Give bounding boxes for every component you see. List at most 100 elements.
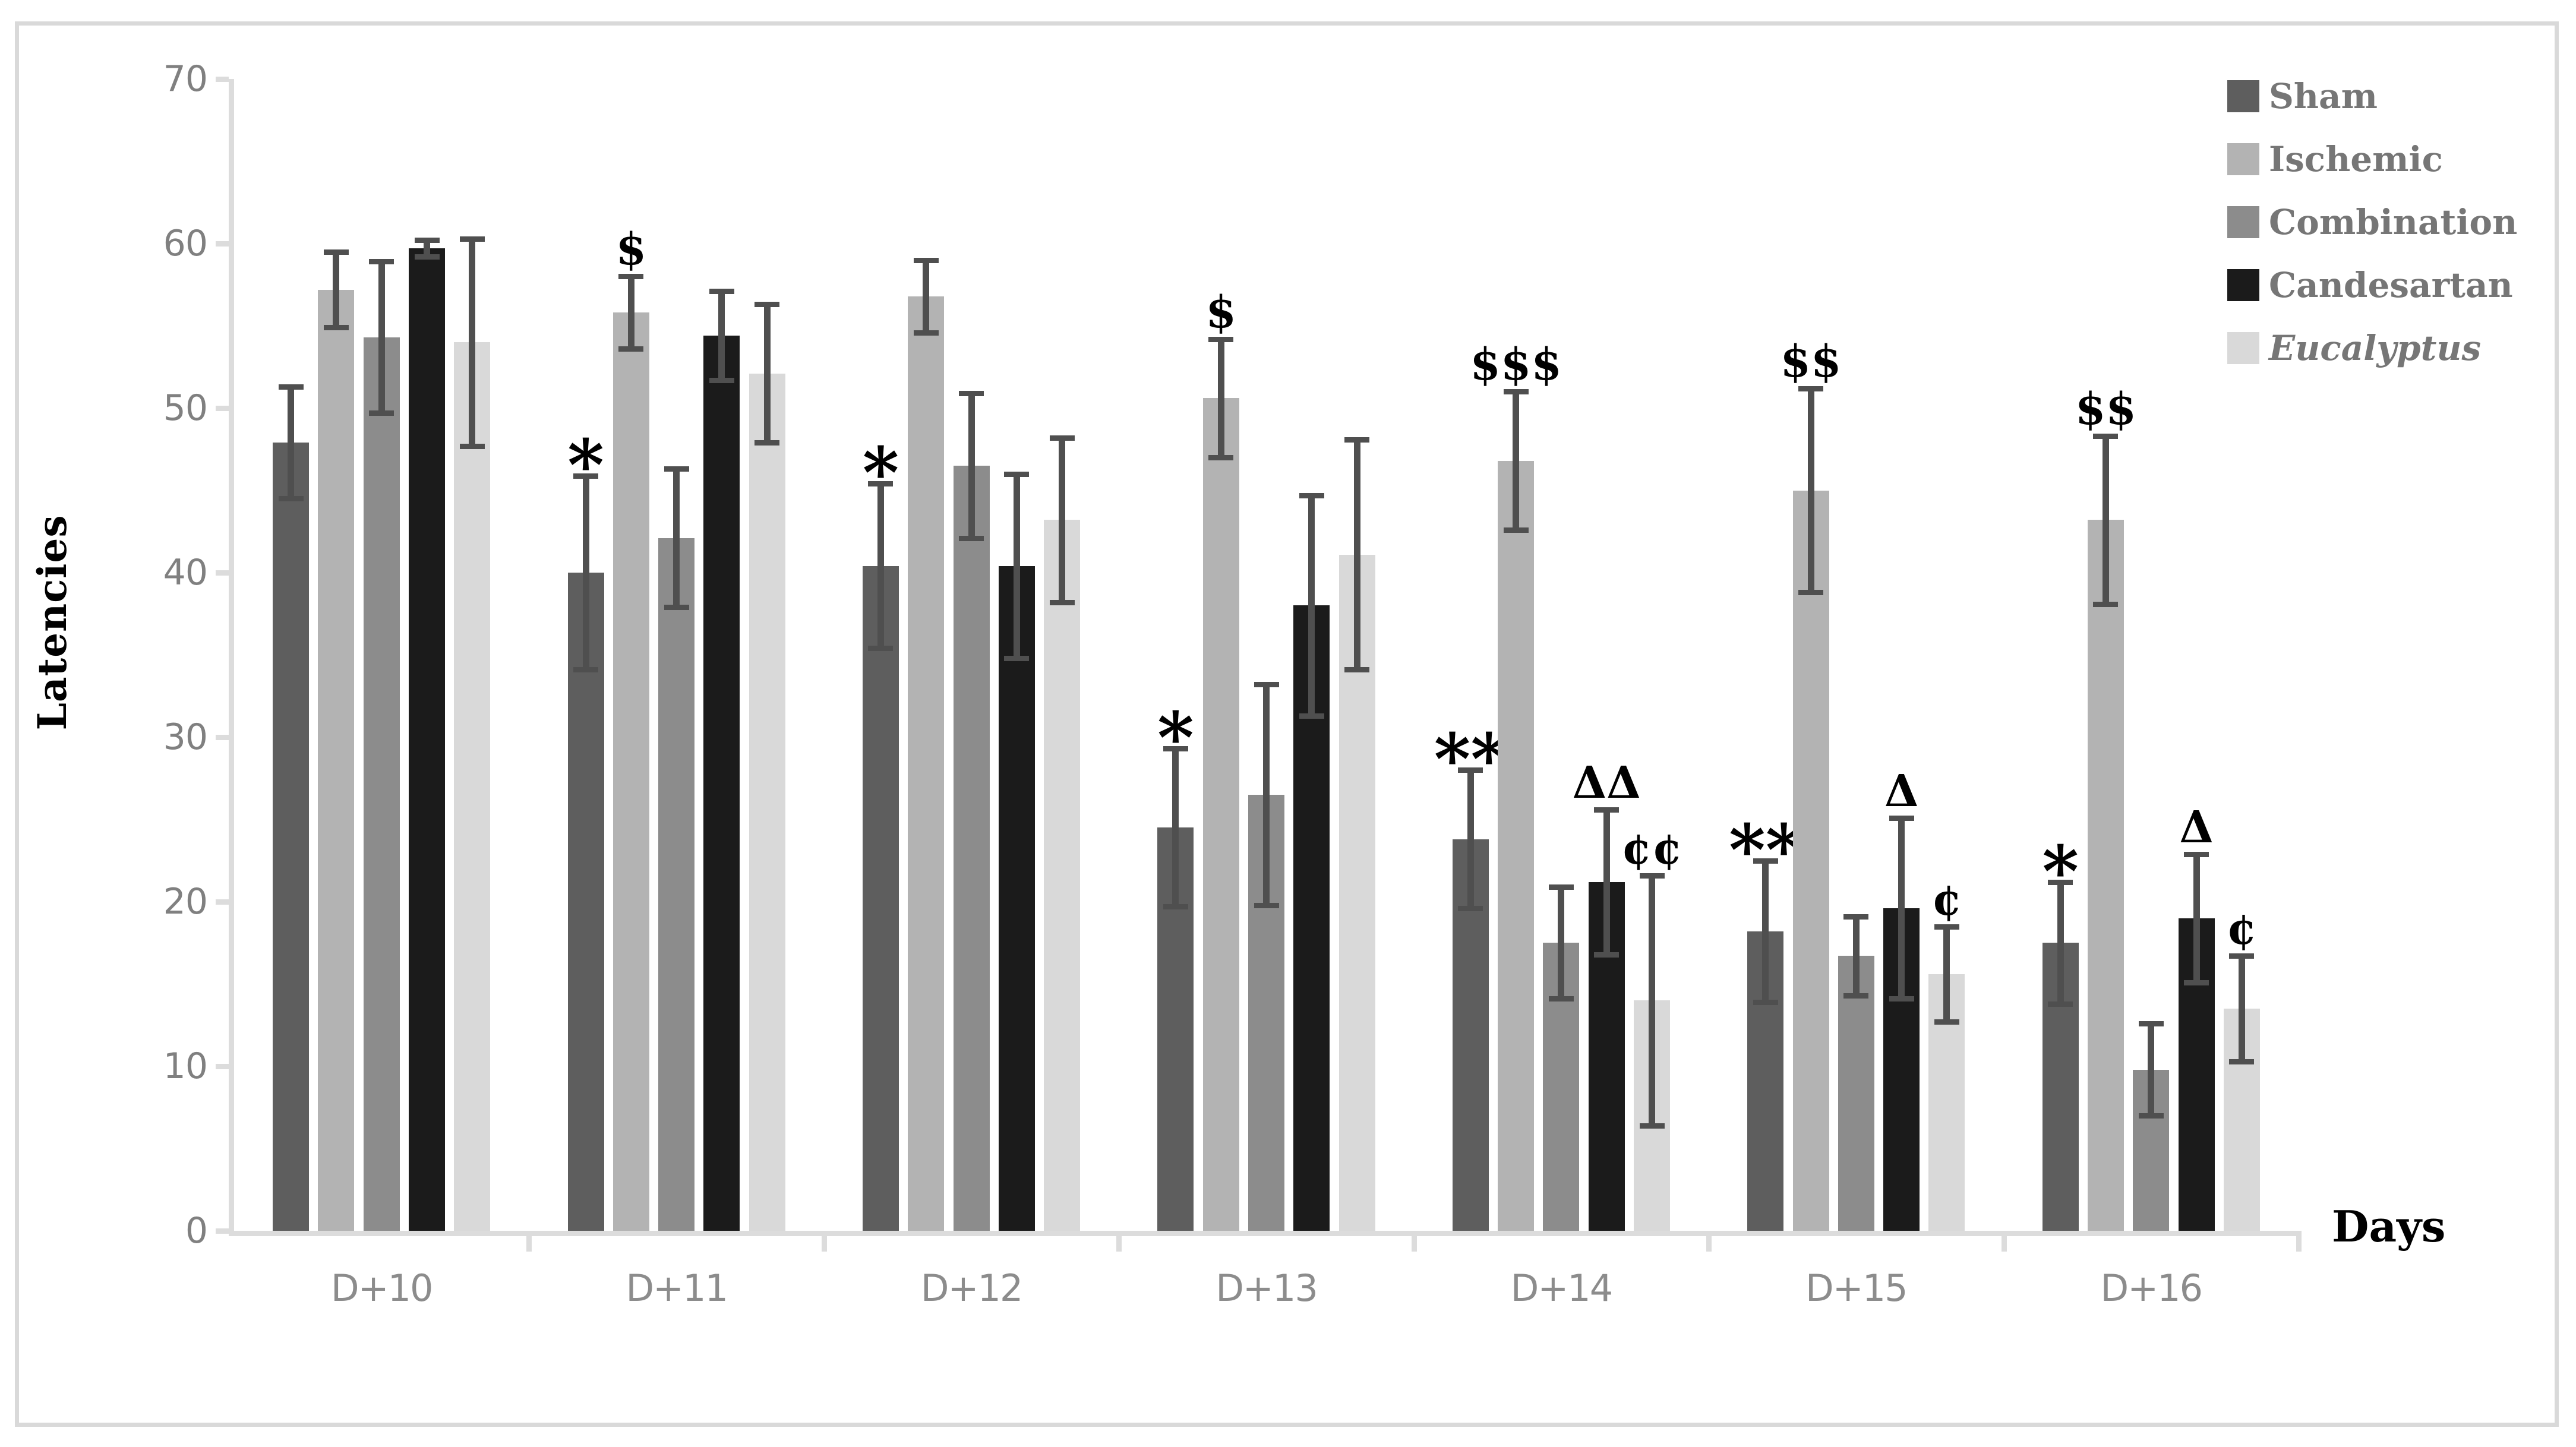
error-bar-cap-top [323, 249, 349, 255]
y-axis-tick-label: 70 [163, 58, 208, 100]
error-bar [2102, 436, 2109, 604]
significance-annotation: ¢ [2226, 903, 2258, 955]
legend-swatch-eucalyptus [2227, 332, 2259, 364]
y-axis-tick [216, 899, 229, 905]
bar-combination-D+10 [363, 337, 400, 1231]
y-axis-tick [216, 1064, 229, 1069]
significance-annotation: $$ [1780, 336, 1842, 387]
error-bar-cap-bottom [709, 377, 734, 383]
error-bar-cap-top [1753, 858, 1778, 864]
x-axis-tick [2001, 1231, 2007, 1252]
bar-ischemic-D+13 [1202, 398, 1239, 1231]
y-axis-tick-label: 50 [163, 387, 208, 429]
error-bar [1059, 437, 1066, 602]
error-bar-cap-top [1299, 492, 1324, 498]
x-axis-category-label: D+13 [1216, 1266, 1318, 1310]
error-bar [2193, 854, 2200, 982]
bar-candesartan-D+10 [409, 248, 445, 1231]
error-bar-cap-top [2229, 953, 2255, 959]
error-bar-cap-bottom [1798, 590, 1824, 596]
legend-item-sham: Sham [2227, 65, 2378, 128]
legend-swatch-combination [2227, 206, 2259, 238]
error-bar [378, 261, 385, 413]
error-bar-cap-bottom [1753, 999, 1778, 1005]
significance-annotation: $ [615, 224, 647, 276]
y-axis-tick [216, 735, 229, 740]
y-axis-tick-label: 20 [163, 881, 208, 922]
significance-annotation: ** [1729, 808, 1802, 892]
error-bar-cap-top [1594, 807, 1620, 813]
error-bar [2148, 1023, 2155, 1116]
error-bar-cap-bottom [664, 605, 689, 611]
x-axis-tick [1706, 1231, 1712, 1252]
legend-label-sham: Sham [2269, 76, 2378, 116]
error-bar [1898, 817, 1905, 999]
error-bar [673, 469, 680, 608]
error-bar-cap-top [755, 302, 780, 308]
error-bar-cap-bottom [323, 325, 349, 331]
legend-item-eucalyptus: Eucalyptus [2227, 317, 2481, 380]
significance-annotation: $$ [2075, 384, 2136, 435]
bar-candesartan-D+11 [703, 336, 740, 1231]
x-axis-tick [1116, 1231, 1122, 1252]
plot-area: 0 10 20 30 40 50 60 70 D+10 D+11 D+12 D+13 D+14 D+15 D… [163, 58, 2302, 1309]
error-bar-cap-top [1344, 437, 1370, 443]
significance-annotation: Δ [1884, 765, 1919, 817]
error-bar [1467, 770, 1474, 909]
error-bar-cap-top [1889, 815, 1914, 821]
significance-annotation: * [2042, 830, 2079, 913]
error-bar [718, 291, 725, 380]
error-bar [1172, 748, 1179, 907]
error-bar-cap-bottom [459, 443, 485, 449]
x-axis-category-label: D+12 [920, 1266, 1024, 1310]
error-bar-cap-bottom [1163, 904, 1188, 910]
error-bar [877, 484, 884, 649]
bar-combination-D+11 [658, 538, 695, 1231]
bar-ischemic-D+10 [318, 289, 355, 1231]
x-axis-tick [2296, 1231, 2302, 1252]
error-bar-cap-top [1458, 767, 1483, 773]
legend-label-candesartan: Candesartan [2269, 265, 2513, 305]
y-axis-tick [216, 77, 229, 82]
error-bar [1353, 439, 1360, 670]
error-bar [1649, 875, 1656, 1126]
error-bar-cap-bottom [1049, 599, 1075, 605]
significance-annotation: * [862, 431, 899, 514]
error-bar [288, 386, 295, 499]
bar-combination-D+12 [953, 465, 990, 1231]
legend-label-combination: Combination [2269, 202, 2518, 242]
error-bar [2238, 956, 2245, 1061]
error-bar [1308, 495, 1315, 716]
y-axis-tick-label: 40 [163, 552, 208, 593]
error-bar-cap-bottom [369, 410, 394, 416]
error-bar-cap-top [1503, 389, 1529, 395]
error-bar-cap-bottom [414, 254, 440, 260]
bar-ischemic-D+14 [1498, 460, 1535, 1231]
error-bar-cap-bottom [1344, 667, 1370, 673]
error-bar [1762, 860, 1769, 1002]
error-bar [1513, 391, 1520, 530]
significance-annotation: ** [1434, 718, 1508, 801]
error-bar-cap-top [1254, 682, 1279, 688]
legend-label-eucalyptus: Eucalyptus [2269, 328, 2482, 368]
legend-label-ischemic: Ischemic [2269, 139, 2443, 179]
error-bar-cap-top [618, 274, 644, 280]
error-bar-cap-top [2184, 851, 2209, 857]
error-bar [424, 240, 430, 257]
bar-eucalyptus-D+12 [1044, 520, 1081, 1231]
error-bar [763, 304, 771, 443]
error-bar [1217, 339, 1224, 458]
significance-annotation: * [567, 424, 604, 507]
x-axis-title: Days [2332, 1201, 2446, 1252]
error-bar-cap-top [573, 473, 599, 479]
error-bar-cap-top [1843, 914, 1869, 920]
y-axis-tick-label: 30 [163, 716, 208, 758]
significance-annotation: ¢¢ [1621, 823, 1682, 874]
y-axis-tick [216, 406, 229, 411]
error-bar-cap-top [2048, 879, 2073, 885]
significance-annotation: Δ [2179, 801, 2214, 853]
legend-item-combination: Combination [2227, 191, 2517, 254]
error-bar-cap-top [414, 238, 440, 244]
legend-swatch-ischemic [2227, 143, 2259, 175]
